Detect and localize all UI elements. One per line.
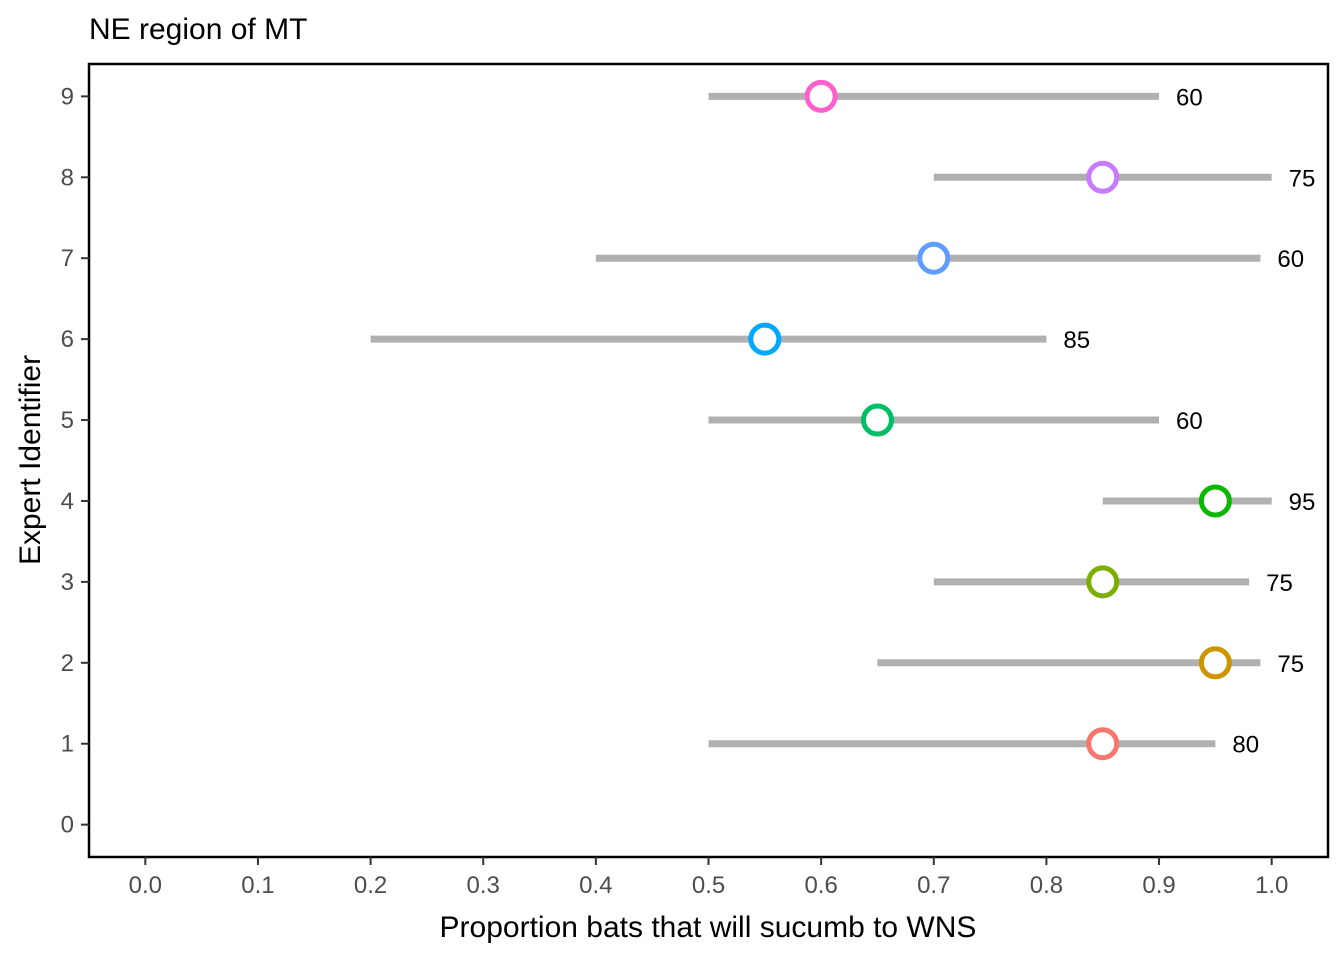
estimate-point: [1086, 565, 1120, 599]
estimate-point: [1198, 646, 1232, 680]
x-axis-title: Proportion bats that will sucumb to WNS: [440, 911, 977, 944]
estimate-point: [804, 79, 838, 113]
y-tick-label: 3: [61, 569, 74, 596]
estimate-point: [917, 241, 951, 275]
data-label: 60: [1176, 408, 1203, 435]
x-tick-label: 0.7: [917, 872, 950, 899]
data-label: 95: [1289, 489, 1316, 516]
y-axis: 0 1 2 3 4 5 6 7 8 9: [61, 83, 89, 839]
x-tick-label: 0.8: [1030, 872, 1063, 899]
plot-title: NE region of MT: [89, 13, 307, 46]
y-tick-label: 4: [61, 488, 74, 515]
x-tick-label: 0.2: [354, 872, 387, 899]
x-tick-label: 0.1: [241, 872, 274, 899]
x-tick-label: 0.3: [467, 872, 500, 899]
estimate-point: [1086, 727, 1120, 761]
y-axis-title: Expert Identifier: [14, 355, 47, 565]
estimate-point: [748, 322, 782, 356]
estimate-point: [1198, 484, 1232, 518]
data-label: 75: [1277, 651, 1304, 678]
data-label: 60: [1277, 246, 1304, 273]
data-labels: 80 75 75 95 60 85 60 75 60: [1063, 84, 1315, 758]
data-label: 60: [1176, 84, 1203, 111]
x-tick-label: 0.6: [804, 872, 837, 899]
estimate-point: [860, 403, 894, 437]
y-tick-label: 9: [61, 83, 74, 110]
x-tick-label: 1.0: [1255, 872, 1288, 899]
estimate-point: [1086, 160, 1120, 194]
y-tick-label: 5: [61, 407, 74, 434]
estimate-points: [748, 79, 1232, 761]
x-tick-label: 0.4: [579, 872, 612, 899]
x-tick-label: 0.0: [129, 872, 162, 899]
y-tick-label: 0: [61, 812, 74, 839]
plot-panel-border: [87, 62, 1330, 859]
data-label: 80: [1232, 732, 1259, 759]
y-tick-label: 8: [61, 164, 74, 191]
x-tick-label: 0.9: [1142, 872, 1175, 899]
y-tick-label: 2: [61, 650, 74, 677]
x-tick-label: 0.5: [692, 872, 725, 899]
y-tick-label: 7: [61, 245, 74, 272]
data-label: 85: [1063, 327, 1090, 354]
range-lines: [370, 92, 1272, 748]
data-label: 75: [1289, 165, 1316, 192]
x-axis: 0.0 0.1 0.2 0.3 0.4 0.5 0.6 0.7 0.8 0.9 1.0: [129, 857, 1288, 899]
y-tick-label: 6: [61, 326, 74, 353]
y-tick-label: 1: [61, 731, 74, 758]
data-label: 75: [1266, 570, 1293, 597]
